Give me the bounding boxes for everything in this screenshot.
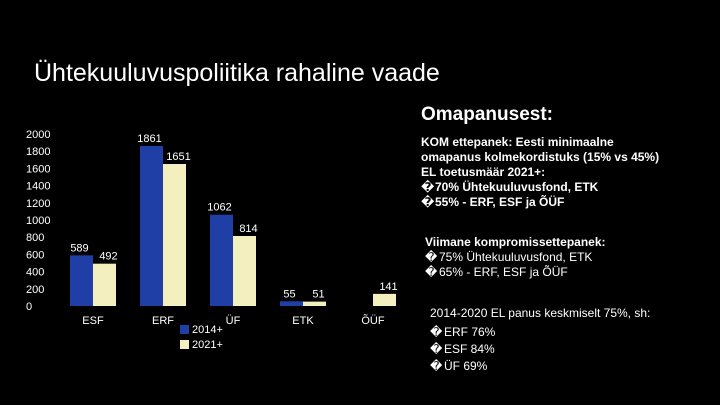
bar [303, 301, 326, 306]
bullet-icon: � [425, 250, 438, 264]
legend-swatch [180, 340, 189, 349]
commission-proposal-block: KOM ettepanek: Eesti minimaalne omapanus… [421, 135, 659, 210]
bar [210, 214, 233, 306]
bullet-icon: � [421, 180, 435, 194]
bullet-icon: � [430, 342, 443, 356]
bullet-icon: � [421, 195, 435, 209]
y-tick-label: 1400 [26, 181, 50, 193]
x-category-label: ERF [152, 315, 174, 327]
y-tick-label: 1600 [26, 163, 50, 175]
data-label: 55 [283, 288, 295, 300]
compromise-bullet: � 75% Ühtekuuluvusfond, ETK [425, 250, 593, 264]
bullet-icon: � [430, 359, 443, 373]
bar [70, 255, 93, 306]
slide-title: Ühtekuuluvuspoliitika rahaline vaade [34, 59, 440, 87]
data-label: 492 [99, 251, 117, 263]
x-category-label: ÜF [226, 315, 241, 327]
eu-contribution-bullet: � ESF 84% [430, 342, 495, 356]
x-category-label: ÕÜF [361, 314, 385, 327]
proposal-bullet: �55% - ERF, ESF ja ÕÜF [421, 195, 565, 209]
data-label: 51 [312, 289, 324, 301]
bar [163, 164, 186, 306]
eu-contribution-heading: 2014-2020 EL panus keskmiselt 75%, sh: [430, 306, 651, 320]
y-tick-label: 600 [26, 249, 44, 261]
compromise-bullet: � 65% - ERF, ESF ja ÕÜF [425, 265, 568, 279]
eu-contribution-bullet: � ÜF 69% [430, 359, 488, 373]
x-category-label: ESF [82, 315, 104, 327]
y-tick-label: 800 [26, 232, 44, 244]
proposal-line: omapanus kolmekordistuks (15% vs 45%) [421, 150, 660, 164]
x-category-label: ETK [292, 315, 314, 327]
data-label: 589 [70, 242, 88, 254]
legend-label: 2014+ [192, 324, 223, 336]
y-tick-label: 1800 [26, 146, 50, 158]
eu-contribution-bullet: � ERF 76% [430, 325, 496, 339]
data-label: 1651 [166, 151, 190, 163]
legend-label: 2021+ [192, 339, 223, 351]
data-label: 1861 [137, 133, 161, 145]
bar [140, 145, 163, 306]
bar [233, 235, 256, 306]
eu-contribution-block: 2014-2020 EL panus keskmiselt 75%, sh: �… [430, 305, 650, 375]
legend-swatch [180, 325, 189, 334]
bar [93, 263, 116, 306]
compromise-proposal-block: Viimane kompromissettepanek: � 75% Ühteku… [425, 235, 606, 280]
proposal-line: EL toetusmäär 2021+: [421, 165, 546, 179]
data-label: 141 [379, 281, 397, 293]
y-tick-label: 400 [26, 267, 44, 279]
y-tick-label: 2000 [26, 129, 50, 141]
data-label: 814 [239, 223, 257, 235]
bar [280, 301, 303, 306]
y-tick-label: 0 [26, 301, 32, 313]
compromise-heading: Viimane kompromissettepanek: [425, 235, 606, 249]
y-tick-label: 1200 [26, 198, 50, 210]
y-tick-label: 200 [26, 284, 44, 296]
contribution-heading: Omapanusest: [421, 104, 553, 125]
bullet-icon: � [425, 265, 438, 279]
bullet-icon: � [430, 325, 443, 339]
bar [373, 293, 396, 306]
data-label: 1062 [207, 202, 231, 214]
proposal-bullet: �70% Ühtekuuluvusfond, ETK [421, 180, 599, 194]
y-tick-label: 1000 [26, 215, 50, 227]
proposal-line: KOM ettepanek: Eesti minimaalne [421, 135, 614, 149]
